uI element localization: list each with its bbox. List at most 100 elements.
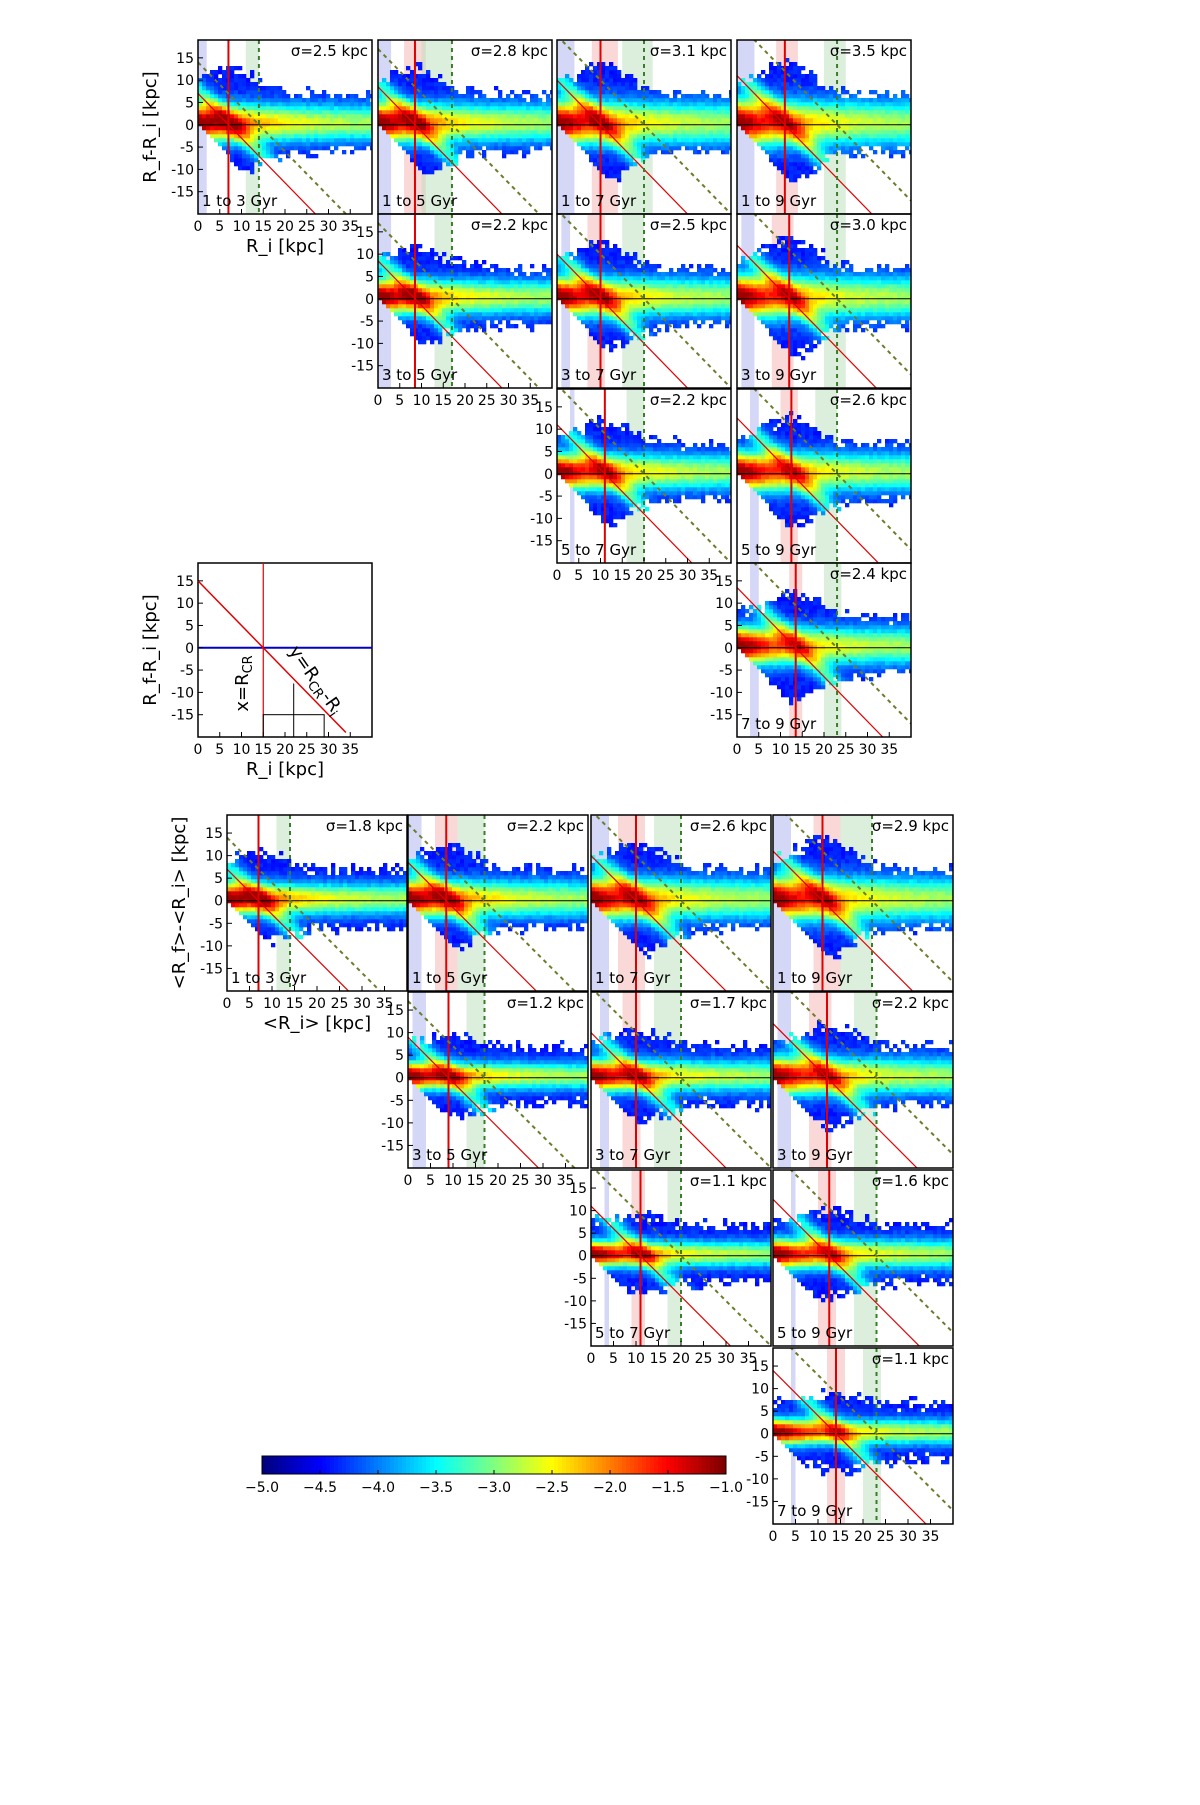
density-cell [597, 260, 602, 265]
density-cell [789, 240, 794, 245]
density-cell [761, 82, 766, 87]
density-cell [685, 146, 690, 151]
density-cell [717, 300, 722, 305]
density-cell [494, 142, 499, 147]
density-cell [717, 320, 722, 325]
density-cell [717, 288, 722, 293]
density-cell [402, 316, 407, 321]
density-cell [877, 134, 882, 139]
density-cell [278, 150, 283, 155]
density-cell [909, 130, 911, 135]
density-cell [538, 102, 543, 107]
density-cell [342, 122, 347, 127]
density-cell [629, 260, 634, 265]
density-cell [637, 114, 642, 119]
density-cell [526, 114, 531, 119]
density-cell [486, 118, 491, 123]
density-cell [214, 82, 219, 87]
density-cell [430, 114, 435, 119]
density-cell [793, 86, 798, 91]
density-cell [414, 146, 419, 151]
density-cell [466, 268, 471, 273]
density-cell [550, 106, 552, 111]
density-cell [522, 272, 527, 277]
density-cell [474, 260, 479, 265]
density-cell [593, 260, 598, 265]
density-cell [885, 130, 890, 135]
density-cell [729, 130, 731, 135]
density-cell [330, 126, 335, 131]
density-cell [218, 122, 223, 127]
density-cell [757, 280, 762, 285]
density-cell [609, 142, 614, 147]
density-cell [593, 70, 598, 75]
density-cell [206, 106, 211, 111]
density-cell [741, 118, 746, 123]
density-cell [422, 110, 427, 115]
density-cell [701, 288, 706, 293]
density-cell [621, 150, 626, 155]
density-cell [597, 110, 602, 115]
density-cell [434, 272, 439, 277]
density-cell [785, 284, 790, 289]
sigma-label: σ=2.2 kpc [471, 216, 548, 234]
density-cell [717, 146, 722, 151]
density-cell [430, 150, 435, 155]
density-cell [625, 332, 630, 337]
density-cell [350, 142, 355, 147]
density-cell [657, 292, 662, 297]
density-cell [717, 308, 722, 313]
density-cell [514, 296, 519, 301]
density-cell [326, 126, 331, 131]
density-cell [673, 98, 678, 103]
density-cell [250, 142, 255, 147]
density-cell [709, 296, 714, 301]
density-cell [721, 102, 726, 107]
density-cell [573, 276, 578, 281]
density-cell [518, 304, 523, 309]
density-cell [613, 244, 618, 249]
density-cell [693, 272, 698, 277]
density-cell [454, 304, 459, 309]
density-cell [601, 102, 606, 107]
density-cell [430, 300, 435, 305]
density-cell [581, 292, 586, 297]
density-cell [494, 300, 499, 305]
density-cell [430, 154, 435, 159]
density-cell [462, 296, 467, 301]
density-cell [693, 288, 698, 293]
density-cell [749, 308, 754, 313]
x-tick-label: 35 [341, 219, 359, 235]
density-cell [486, 316, 491, 321]
density-cell [613, 70, 618, 75]
density-cell [609, 90, 614, 95]
density-cell [617, 90, 622, 95]
density-cell [230, 146, 235, 151]
density-cell [673, 312, 678, 317]
density-cell [546, 106, 551, 111]
density-cell [789, 332, 794, 337]
density-cell [446, 86, 451, 91]
density-cell [625, 106, 630, 111]
density-cell [426, 114, 431, 119]
density-cell [366, 122, 371, 127]
density-cell [805, 114, 810, 119]
density-cell [418, 332, 423, 337]
density-cell [833, 150, 838, 155]
density-cell [390, 118, 395, 123]
density-cell [502, 98, 507, 103]
density-cell [438, 146, 443, 151]
density-cell [218, 106, 223, 111]
density-cell [649, 122, 654, 127]
density-cell [653, 94, 658, 99]
density-cell [633, 134, 638, 139]
density-cell [446, 122, 451, 127]
density-cell [781, 252, 786, 257]
density-cell [446, 304, 451, 309]
density-cell [773, 272, 778, 277]
density-cell [565, 252, 570, 257]
density-cell [310, 142, 315, 147]
density-cell [877, 114, 882, 119]
density-cell [645, 324, 650, 329]
density-cell [777, 130, 782, 135]
